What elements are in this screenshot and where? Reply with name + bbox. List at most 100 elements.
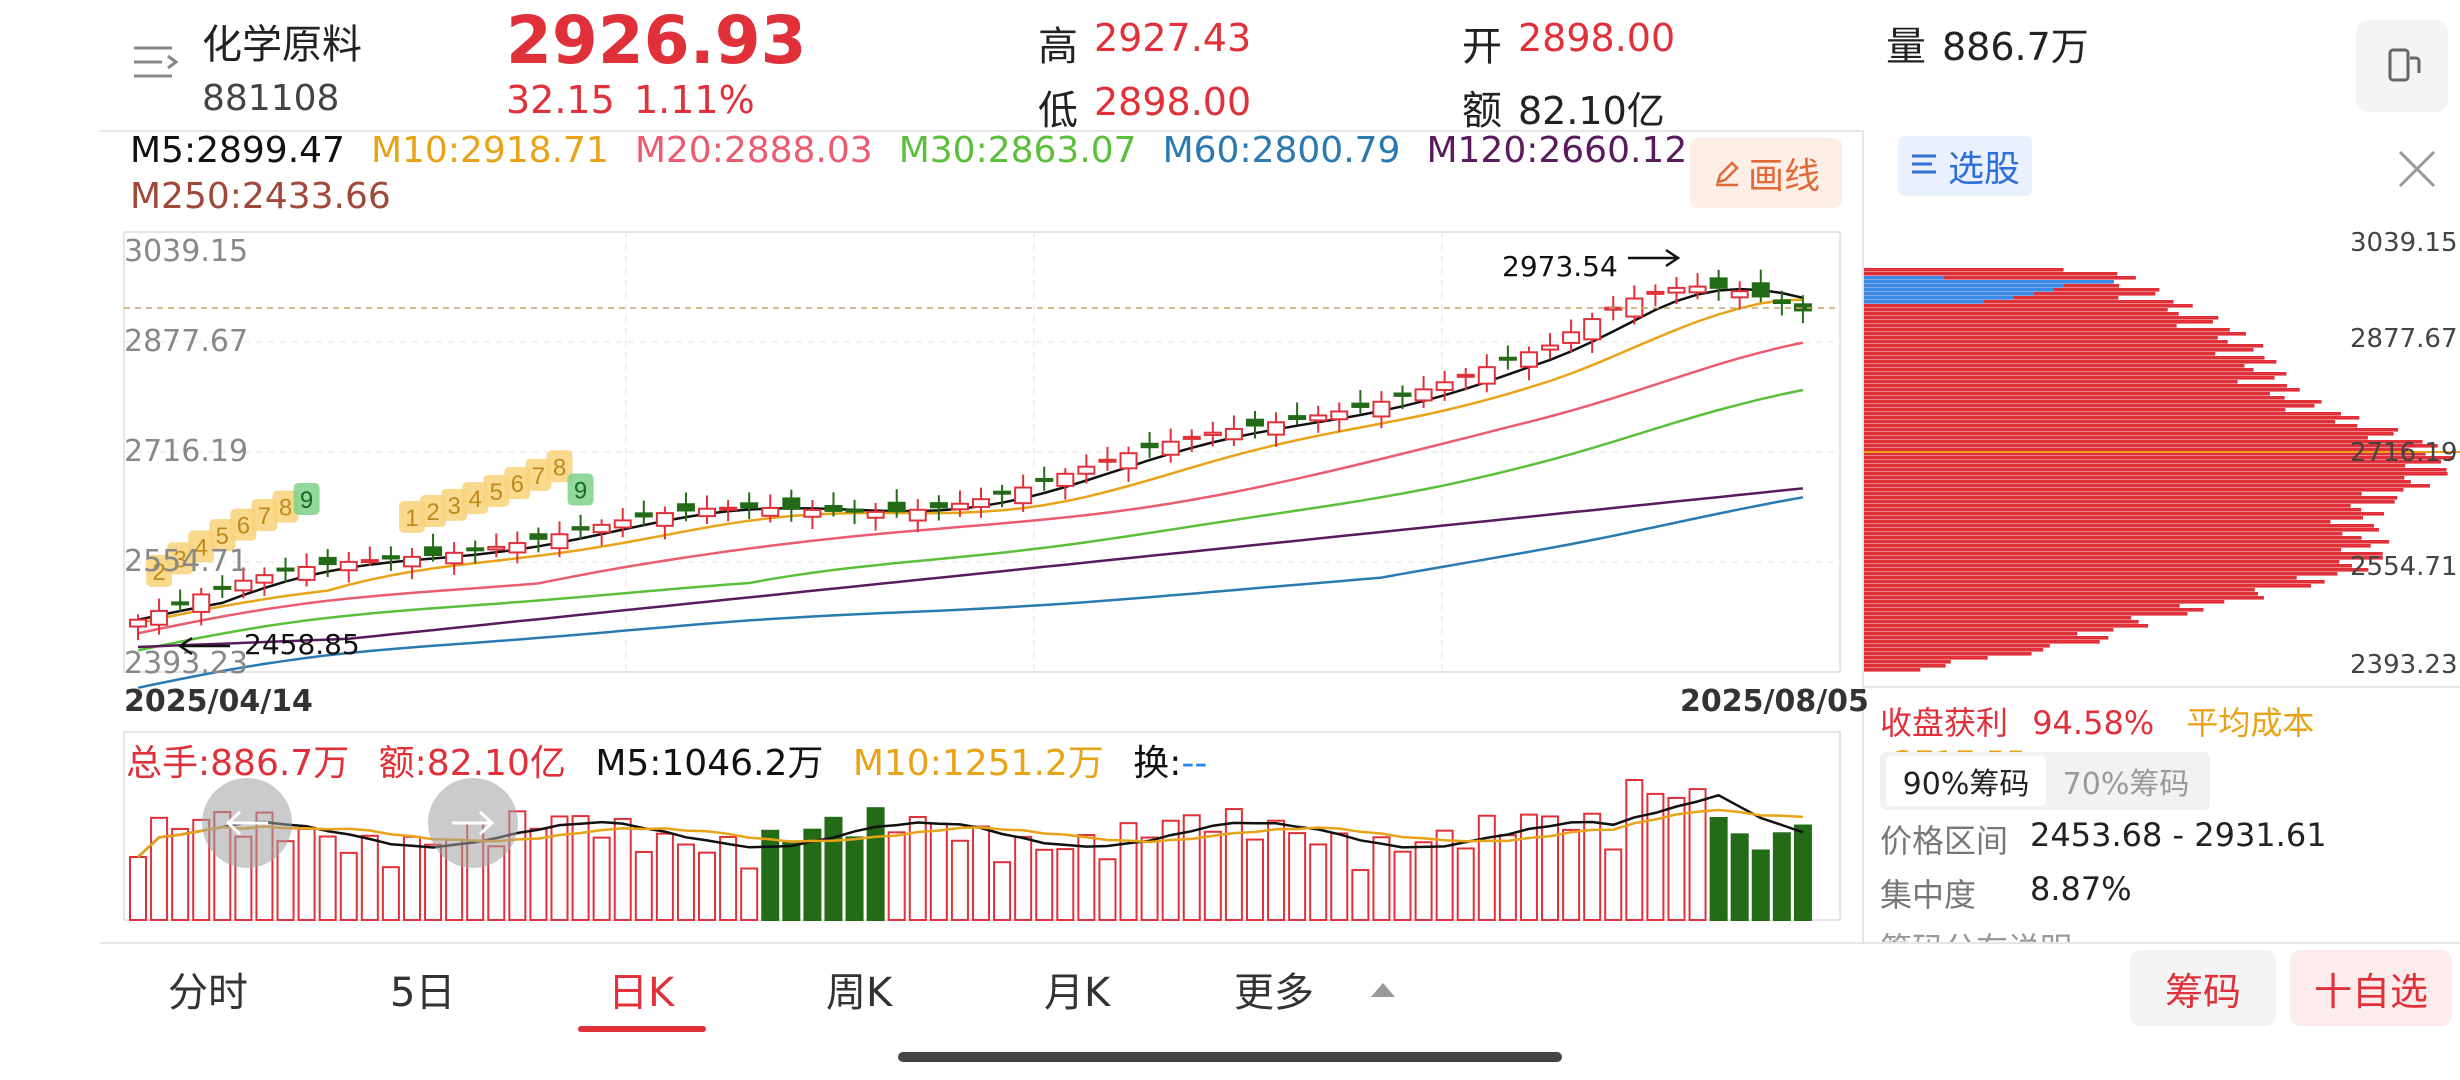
scroll-right-button[interactable]: [428, 778, 518, 868]
candle-body: [487, 545, 506, 551]
candle-body: [445, 551, 464, 565]
chip-bar: [1864, 400, 2322, 404]
td-marker: [209, 519, 236, 552]
chip-bar: [1864, 368, 2254, 372]
chip-bar: [1864, 404, 2315, 408]
scroll-left-button[interactable]: [202, 778, 292, 868]
price-change: 32.15: [506, 78, 615, 122]
volume-bar: [1372, 836, 1391, 922]
candle-body: [1224, 427, 1243, 441]
volume-bar: [529, 827, 548, 921]
caret-up-icon[interactable]: [1370, 982, 1396, 998]
volume-bar: [1604, 848, 1623, 921]
chip-bar: [1864, 532, 2343, 536]
chip-bar: [1864, 304, 2193, 308]
candle-body: [908, 508, 927, 522]
td-marker: [398, 500, 425, 533]
chip-explain-label: 筹码分布说明: [1880, 930, 2072, 942]
chip-bar: [1864, 660, 1951, 664]
chip-bar: [1864, 336, 2218, 340]
volume-bar: [1351, 869, 1370, 921]
volume-bar: [676, 843, 695, 922]
chip-bar: [1864, 604, 2180, 608]
orientation-button[interactable]: [2356, 20, 2448, 112]
volume-bar: [803, 828, 822, 921]
volume-bar: [1182, 814, 1201, 922]
volume-bar: [950, 839, 969, 921]
td-marker-label: 4: [195, 534, 208, 561]
tab-active-indicator: [578, 1026, 706, 1032]
tab-week-k[interactable]: 周K: [826, 970, 893, 1016]
candle-body: [297, 565, 316, 581]
pencil-icon: [1715, 161, 1739, 187]
draw-line-button[interactable]: 画线: [1690, 138, 1842, 208]
chip-button[interactable]: 筹码: [2130, 950, 2276, 1026]
tab-fenshi[interactable]: 分时: [168, 970, 248, 1016]
chip-bar: [1864, 516, 2364, 520]
chip-bar-profit: [1864, 280, 2114, 284]
candle-body: [676, 503, 695, 512]
chip-bar: [1864, 472, 2448, 476]
tab-5day[interactable]: 5日: [390, 970, 456, 1016]
arrow-right-icon: [1628, 248, 1681, 268]
ma-legend: M5:2899.47 M10:2918.71 M20:2888.03 M30:2863…: [130, 128, 1687, 220]
candle-body: [1203, 431, 1222, 436]
chip-bar: [1864, 300, 2174, 304]
chip-bar: [1864, 308, 2168, 312]
phone-landscape-icon: [2388, 48, 2421, 82]
tab-more[interactable]: 更多: [1234, 970, 1314, 1016]
volume-bar: [1267, 819, 1286, 922]
td-marker-label: 7: [532, 463, 545, 490]
td-marker-label: 6: [511, 471, 524, 498]
candlestick-chart[interactable]: 2 3 4 5 6 7 8 91 2 3 4 5 6 7 89: [0, 0, 1860, 940]
tab-day-k[interactable]: 日K: [608, 970, 675, 1016]
pick-stock-button[interactable]: 选股: [1898, 136, 2032, 196]
ma60-label: M60:2800.79: [1162, 130, 1401, 171]
chip-bar: [1864, 340, 2228, 344]
avg-cost-label: 平均成本: [2186, 704, 2315, 742]
chip-explain-link[interactable]: 筹码分布说明: [1880, 924, 2280, 942]
volume-bar: [1519, 813, 1538, 921]
chip-bar: [1864, 492, 2362, 496]
profit-ratio: 收盘获利 94.58% 平均成本 2717.55: [1880, 698, 2460, 782]
chip-bar: [1864, 328, 2230, 332]
chip-bar: [1864, 436, 2368, 440]
chip-bar: [1864, 344, 2264, 348]
turnover-value: --: [1181, 743, 1208, 784]
chip-bar: [1864, 544, 2371, 548]
chip-bar: [1864, 496, 2398, 500]
low-note: 2458.85: [244, 628, 360, 661]
volume-bar: [1646, 792, 1665, 922]
candle-body: [1772, 299, 1791, 305]
td-marker-label: 7: [258, 503, 271, 530]
candle-body: [613, 519, 632, 529]
volume-bar: [1709, 816, 1728, 922]
add-watchlist-button[interactable]: 十自选: [2290, 950, 2452, 1026]
chip-bar: [1864, 392, 2270, 396]
td-marker: [230, 508, 257, 541]
volume-bar: [761, 829, 780, 921]
td-marker: [567, 473, 594, 506]
chip-bar: [1864, 440, 2423, 444]
menu-button[interactable]: [132, 42, 180, 82]
chip-bar: [1864, 452, 2426, 456]
volume-label: 量: [1886, 24, 1926, 70]
td-marker: [167, 542, 194, 575]
chip-bar-profit: [1864, 296, 2014, 300]
close-chip-panel-button[interactable]: [2392, 144, 2442, 194]
chip-tab-90-label: 90%筹码: [1902, 767, 2030, 802]
ma30-label: M30:2863.07: [898, 130, 1137, 171]
volume-bar: [1477, 814, 1496, 921]
volume-bar: [297, 827, 316, 922]
chip-bar: [1864, 632, 2078, 636]
candle-body: [1456, 373, 1475, 378]
chip-tab-70[interactable]: 70%筹码: [2046, 756, 2206, 806]
candle-body: [1393, 392, 1412, 397]
volume-chart[interactable]: [0, 0, 1860, 940]
chip-bar: [1864, 576, 2297, 580]
tab-month-k[interactable]: 月K: [1044, 970, 1111, 1016]
high-note: 2973.54: [1502, 250, 1618, 283]
chip-bar: [1864, 412, 2341, 416]
candle-body: [1414, 388, 1433, 402]
chip-tab-90[interactable]: 90%筹码: [1886, 756, 2046, 806]
